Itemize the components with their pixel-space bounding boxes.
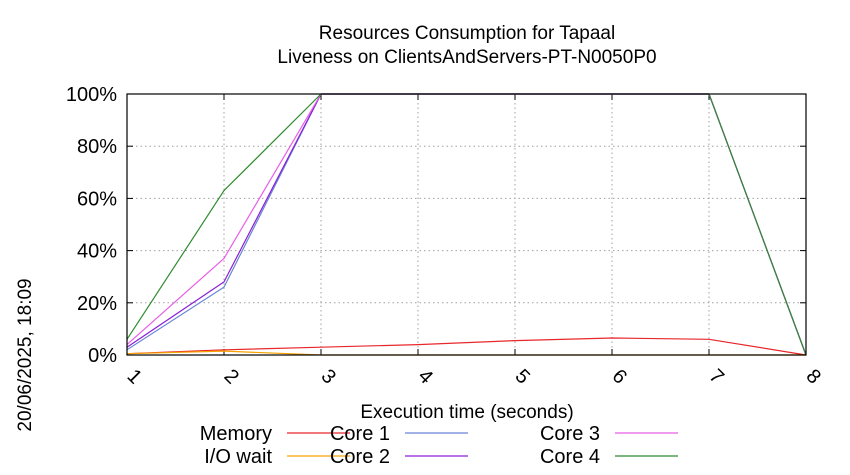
grid-lines xyxy=(127,94,806,355)
series-line-core-1 xyxy=(126,93,807,356)
y-tick-label: 60% xyxy=(77,188,117,210)
legend-label: Core 4 xyxy=(540,446,600,468)
x-axis-label: Execution time (seconds) xyxy=(360,402,573,423)
x-tick-label: 6 xyxy=(608,365,631,388)
series-line-core-4 xyxy=(126,93,807,356)
x-tick-label: 8 xyxy=(802,365,825,388)
series-line-memory xyxy=(126,337,807,356)
legend-label: Memory xyxy=(200,423,272,445)
x-tick-label: 5 xyxy=(511,365,534,388)
plot-frame xyxy=(126,93,807,356)
legend-label: Core 1 xyxy=(330,423,390,445)
chart-subtitle: Liveness on ClientsAndServers-PT-N0050P0 xyxy=(277,47,656,68)
x-tick-label: 4 xyxy=(414,365,437,388)
legend-label: Core 3 xyxy=(540,423,600,445)
x-tick-label: 3 xyxy=(317,365,340,388)
y-tick-label: 80% xyxy=(77,136,117,158)
x-axis-ticks: 1 2 3 4 5 6 7 8 xyxy=(123,94,825,388)
legend-label: Core 2 xyxy=(330,446,390,468)
series-line-core-2 xyxy=(126,93,807,356)
legend-label: I/O wait xyxy=(204,446,272,468)
y-axis-ticks: 0% 20% 40% 60% 80% 100% xyxy=(66,84,806,367)
x-tick-label: 1 xyxy=(123,365,146,388)
chart-title: Resources Consumption for Tapaal xyxy=(319,23,615,44)
x-tick-label: 2 xyxy=(220,365,243,388)
y-tick-label: 0% xyxy=(88,345,117,367)
y-tick-label: 100% xyxy=(66,84,117,106)
x-tick-label: 7 xyxy=(705,365,728,388)
timestamp-label: 20/06/2025, 18:09 xyxy=(15,278,36,431)
series-lines xyxy=(126,93,807,356)
y-tick-label: 40% xyxy=(77,241,117,263)
y-tick-label: 20% xyxy=(77,293,117,315)
series-line-core-3 xyxy=(126,93,807,356)
